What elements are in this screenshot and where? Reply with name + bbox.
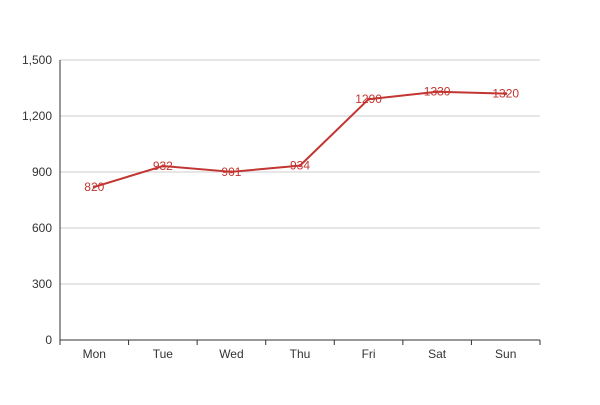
- data-point: [435, 90, 439, 94]
- axis-layer: 0 300 600 900 1,200 1,500 Mon Tue Wed Thu Fri Sat Su…: [22, 53, 541, 361]
- y-tick-label: 1,500: [22, 53, 52, 67]
- x-tick-label: Mon: [83, 347, 106, 361]
- data-label: 1290: [355, 92, 382, 106]
- data-label: 932: [153, 159, 173, 173]
- x-tick-label: Tue: [153, 347, 174, 361]
- data-point: [161, 164, 165, 168]
- y-tick-label: 900: [32, 165, 52, 179]
- data-label: 1320: [492, 87, 519, 101]
- data-point: [367, 97, 371, 101]
- y-tick-label: 300: [32, 277, 52, 291]
- data-point: [92, 185, 96, 189]
- y-tick-label: 1,200: [22, 109, 52, 123]
- data-point: [504, 92, 508, 96]
- x-tick-label: Thu: [290, 347, 311, 361]
- data-label: 1330: [424, 85, 451, 99]
- data-label: 820: [84, 180, 104, 194]
- data-label: 901: [221, 165, 241, 179]
- series-layer: [92, 90, 508, 189]
- data-point: [298, 164, 302, 168]
- label-layer: 820 932 901 934 1290 1330 1320: [84, 85, 519, 194]
- data-label: 934: [290, 159, 310, 173]
- x-tick-label: Fri: [362, 347, 376, 361]
- x-tick-label: Sun: [495, 347, 516, 361]
- x-tick-label: Sat: [428, 347, 447, 361]
- y-tick-label: 600: [32, 221, 52, 235]
- y-tick-label: 0: [45, 333, 52, 347]
- x-tick-label: Wed: [219, 347, 243, 361]
- data-point: [229, 170, 233, 174]
